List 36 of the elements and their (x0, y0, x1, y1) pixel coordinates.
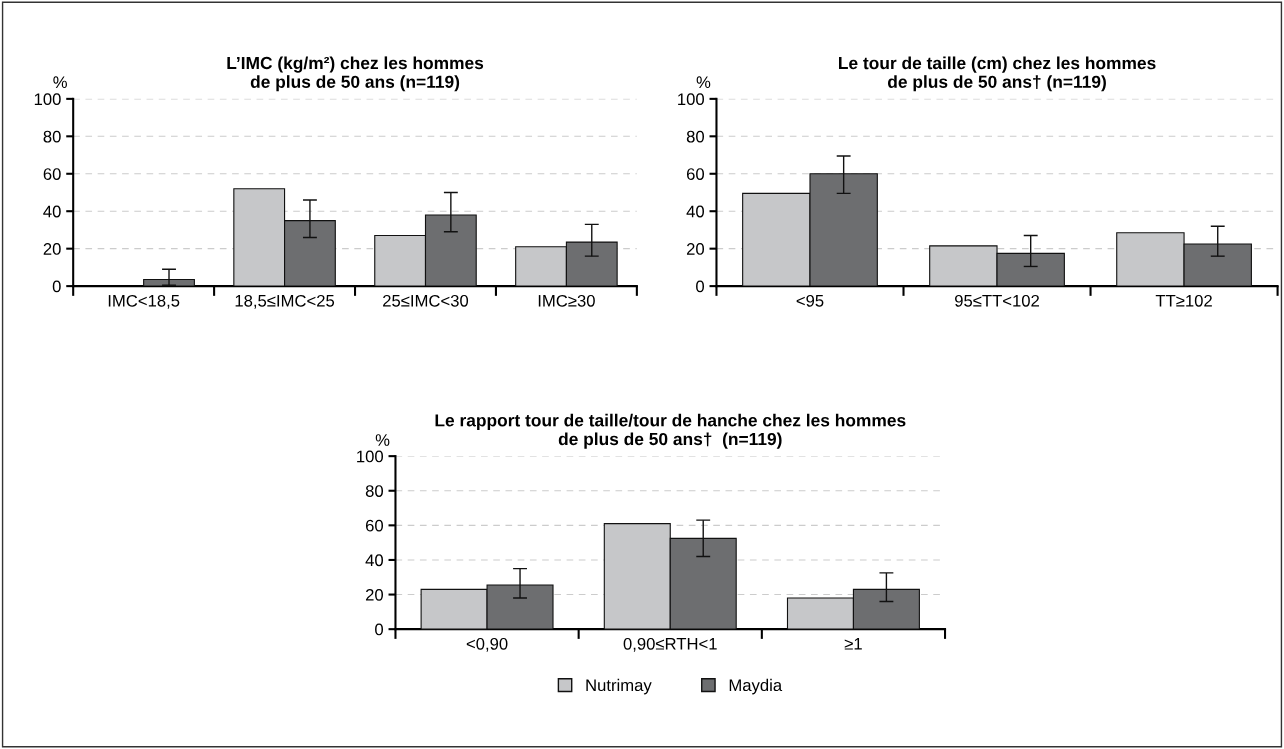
x-tick-label: 95≤TT<102 (955, 294, 1039, 307)
chart-title: L’IMC (kg/m²) chez les hommes de plus de 50 ans (n=119) (227, 56, 484, 92)
y-tick-label: 0 (696, 280, 705, 293)
y-axis-title: % (53, 76, 67, 89)
y-tick-label: 60 (365, 519, 384, 532)
y-tick-label: 0 (375, 623, 384, 636)
y-tick-label: 40 (686, 205, 705, 218)
x-tick-label: TT≥102 (1155, 294, 1212, 307)
y-tick-label: 40 (365, 554, 384, 567)
y-tick-label: 80 (43, 130, 61, 143)
y-tick-label: 40 (43, 205, 61, 218)
y-tick-label: 100 (678, 93, 705, 106)
x-tick-label: <0,90 (466, 637, 508, 652)
x-tick-label: IMC≥30 (538, 294, 595, 307)
y-tick-label: 80 (365, 485, 384, 497)
y-tick-label: 20 (686, 243, 705, 255)
chart-title: Le tour de taille (cm) chez les hommes de plus de 50 ans† (n=119) (839, 56, 1156, 92)
x-tick-label: 0,90≤RTH<1 (623, 637, 717, 652)
y-tick-label: 100 (357, 450, 384, 463)
y-tick-label: 60 (43, 168, 61, 180)
y-tick-label: 60 (686, 168, 705, 180)
x-tick-label: ≥1 (844, 638, 862, 650)
x-tick-label: 18,5≤IMC<25 (235, 294, 335, 309)
legend-label: Maydia (729, 678, 783, 695)
chart-title: Le rapport tour de taille/tour de hanche chez les hommes de plus de 50 ans† (n=119) (435, 413, 906, 449)
y-tick-label: 100 (34, 93, 61, 106)
y-axis-title: % (696, 76, 711, 89)
y-tick-label: 20 (43, 243, 61, 255)
y-axis-title: % (375, 434, 390, 446)
x-tick-label: IMC<18,5 (108, 294, 180, 309)
x-tick-label: <95 (796, 294, 824, 307)
y-tick-label: 0 (52, 280, 61, 293)
legend-label: Nutrimay (586, 678, 652, 695)
y-tick-label: 20 (365, 588, 384, 601)
x-tick-label: 25≤IMC<30 (383, 294, 469, 307)
y-tick-label: 80 (686, 130, 705, 143)
